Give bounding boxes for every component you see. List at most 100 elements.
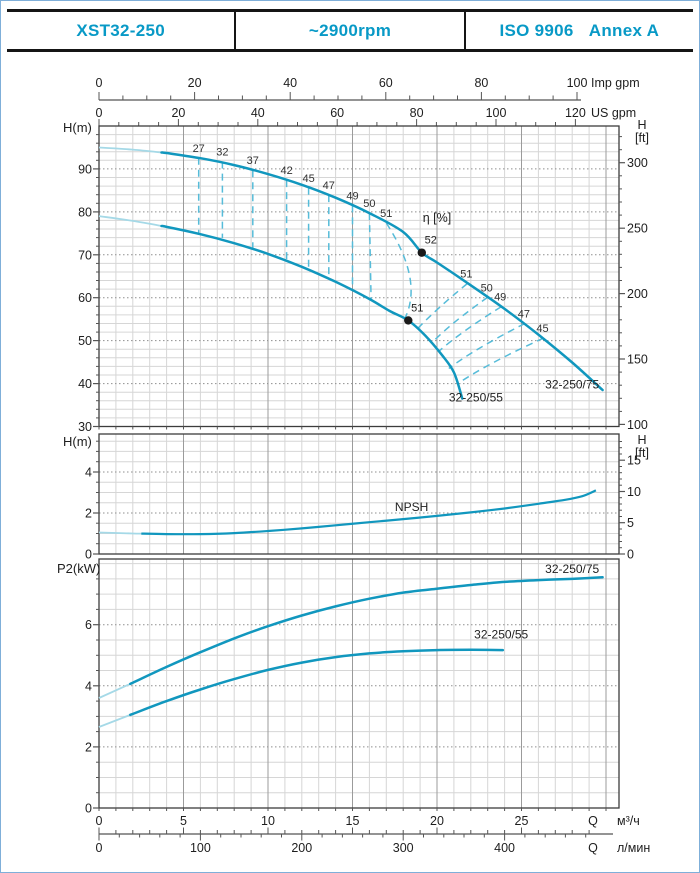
p2-curve-32-250/55-light xyxy=(98,713,134,728)
main-right-axis-title: H xyxy=(637,118,646,132)
tick-label: 400 xyxy=(494,841,515,855)
efficiency-value-label: 51 xyxy=(380,208,392,220)
main-curves: 32-250/75 32-250/55 52 51 xyxy=(98,146,604,405)
efficiency-contour-51-left xyxy=(385,222,412,319)
tick-label: 15 xyxy=(346,814,360,828)
tick-label: 100 xyxy=(486,106,507,120)
p2-chart-plot-border xyxy=(98,558,620,809)
curve-label-npsh: NPSH xyxy=(395,500,428,514)
tick-label: 90 xyxy=(78,162,92,176)
efficiency-value-label: 45 xyxy=(536,323,548,335)
p2-chart-frame xyxy=(98,558,620,809)
q-label-lmin: Q xyxy=(588,841,598,855)
efficiency-value-label: 37 xyxy=(247,155,259,167)
bep-value-label: 52 xyxy=(425,235,437,247)
efficiency-contour-49-right xyxy=(438,306,502,352)
us-gpm-unit-label: US gpm xyxy=(591,106,636,120)
curve-32-250/75-light xyxy=(98,146,162,154)
top-axis-imp-gpm: 0 20 40 60 80 100 Imp gpm xyxy=(96,76,640,101)
efficiency-value-label: 47 xyxy=(323,180,335,192)
p2-curve-32-250/75-light xyxy=(98,681,134,699)
tick-label: 70 xyxy=(78,248,92,262)
curve-32-250/55 xyxy=(160,224,464,400)
curve-npsh-light xyxy=(98,531,142,535)
bep-value-label: 51 xyxy=(411,303,423,315)
tick-label: 300 xyxy=(627,156,648,170)
efficiency-value-label: 47 xyxy=(518,309,530,321)
p2-curve-32-250/55 xyxy=(129,648,505,717)
tick-label: 100 xyxy=(627,418,648,432)
tick-label: 15 xyxy=(627,454,641,468)
tick-label: 100 xyxy=(190,841,211,855)
tick-label: 0 xyxy=(85,802,92,816)
p2-curve-32-250/75 xyxy=(129,576,604,686)
efficiency-value-label: 50 xyxy=(363,198,375,210)
efficiency-value-label: 27 xyxy=(193,143,205,155)
p2-chart-grid xyxy=(99,559,619,808)
tick-label: 50 xyxy=(78,334,92,348)
tick-label: 40 xyxy=(251,106,265,120)
efficiency-contour-47-right xyxy=(448,322,526,370)
tick-label: 10 xyxy=(627,485,641,499)
efficiency-contour-50-left xyxy=(368,213,372,300)
npsh-chart-plot-border xyxy=(98,433,620,555)
header-table: XST32-250 ~2900rpm ISO 9906 Annex A xyxy=(7,9,693,52)
npsh-chart-frame xyxy=(98,433,620,555)
tick-label: 80 xyxy=(474,76,488,90)
tick-label: 80 xyxy=(78,205,92,219)
tick-label: 40 xyxy=(283,76,297,90)
pump-speed: ~2900rpm xyxy=(234,12,463,49)
efficiency-value-label: 50 xyxy=(481,282,493,294)
curve-npsh xyxy=(141,489,597,536)
tick-label: 0 xyxy=(96,76,103,90)
tick-label: 40 xyxy=(78,377,92,391)
main-chart-frame xyxy=(98,125,620,428)
q-label-m3h: Q xyxy=(588,814,598,828)
p2-curve-label-32-250/75: 32-250/75 xyxy=(545,562,599,576)
m3h-unit-label: м³/ч xyxy=(617,814,640,828)
eta-percent-label: η [%] xyxy=(423,211,452,225)
imp-gpm-unit-label: Imp gpm xyxy=(591,76,640,90)
tick-label: 300 xyxy=(393,841,414,855)
npsh-curve: NPSH xyxy=(98,489,597,536)
bep-dot-52 xyxy=(417,248,426,257)
efficiency-value-label: 49 xyxy=(494,292,506,304)
tick-label: 2 xyxy=(85,740,92,754)
npsh-y-axis-title: H(m) xyxy=(63,434,92,449)
tick-label: 250 xyxy=(627,222,648,236)
efficiency-contour-45-right xyxy=(456,337,544,385)
curve-32-250/55-light xyxy=(98,215,162,227)
tick-label: 20 xyxy=(430,814,444,828)
main-y-axis-title: H(m) xyxy=(63,120,92,135)
efficiency-contour-51-right xyxy=(417,282,468,329)
efficiency-value-label: 49 xyxy=(346,190,358,202)
tick-label: 120 xyxy=(565,106,586,120)
curve-32-250/75 xyxy=(160,151,604,392)
tick-label: 60 xyxy=(330,106,344,120)
npsh-right-axis-title: [ft] xyxy=(635,446,649,460)
tick-label: 0 xyxy=(627,548,634,562)
tick-label: 25 xyxy=(515,814,529,828)
main-chart-grid xyxy=(99,126,619,427)
efficiency-value-label: 32 xyxy=(216,147,228,159)
efficiency-value-label: 51 xyxy=(460,269,472,281)
curve-label-32-250/55: 32-250/55 xyxy=(449,391,503,405)
npsh-right-axis-title: H xyxy=(637,433,646,447)
main-right-axis-title: [ft] xyxy=(635,131,649,145)
npsh-chart-axes: 0 2 4 H(m) 0 5 10 15 H[ft] xyxy=(63,433,649,562)
top-axis-us-gpm: 0 20 40 60 80 100 120 US gpm xyxy=(96,106,636,126)
bep-dot-51 xyxy=(404,316,413,325)
main-chart-axes: 30 40 50 60 70 80 90 H(m) 100 150 200 250 300 H[ft] xyxy=(63,118,649,434)
tick-label: 0 xyxy=(96,106,103,120)
tick-label: 5 xyxy=(180,814,187,828)
efficiency-value-label: 45 xyxy=(302,173,314,185)
efficiency-contour-50-right xyxy=(431,296,489,344)
tick-label: 5 xyxy=(627,516,634,530)
tick-label: 30 xyxy=(78,420,92,434)
tick-label: 20 xyxy=(188,76,202,90)
npsh-chart-grid xyxy=(99,434,619,554)
